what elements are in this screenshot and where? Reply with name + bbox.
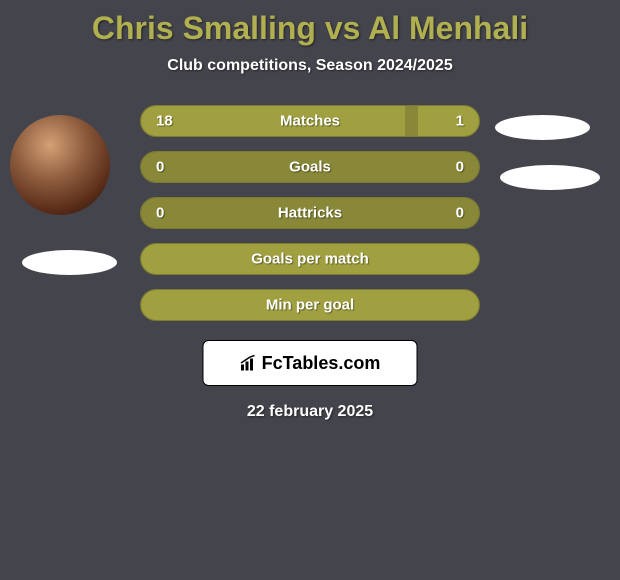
stat-left-value: 0 [156,159,164,176]
chart-icon [240,354,258,372]
stat-label: Hattricks [278,205,342,222]
comparison-subtitle: Club competitions, Season 2024/2025 [0,57,620,75]
stat-left-value: 0 [156,205,164,222]
stat-label: Goals [289,159,331,176]
watermark-box: FcTables.com [203,340,418,386]
stat-label: Matches [280,113,340,130]
player-avatar-left [10,115,110,215]
comparison-title: Chris Smalling vs Al Menhali [0,0,620,47]
stat-left-value: 18 [156,113,173,130]
bar-center-matches [405,106,419,136]
stat-right-value: 0 [456,159,464,176]
date-text: 22 february 2025 [247,403,373,421]
bar-left-matches [141,106,405,136]
shadow-ellipse-right-1 [495,115,590,140]
stat-row-goals: 0 Goals 0 [140,151,480,183]
stat-row-hattricks: 0 Hattricks 0 [140,197,480,229]
stat-label: Min per goal [266,297,354,314]
stat-row-mpg: Min per goal [140,289,480,321]
stats-bars: 18 Matches 1 0 Goals 0 0 Hattricks 0 Goa… [140,105,480,335]
bar-right-matches [418,106,479,136]
stat-label: Goals per match [251,251,369,268]
watermark-text: FcTables.com [262,353,381,374]
stat-right-value: 1 [456,113,464,130]
stat-right-value: 0 [456,205,464,222]
shadow-ellipse-right-2 [500,165,600,190]
stat-row-matches: 18 Matches 1 [140,105,480,137]
shadow-ellipse-left [22,250,117,275]
stat-row-gpm: Goals per match [140,243,480,275]
